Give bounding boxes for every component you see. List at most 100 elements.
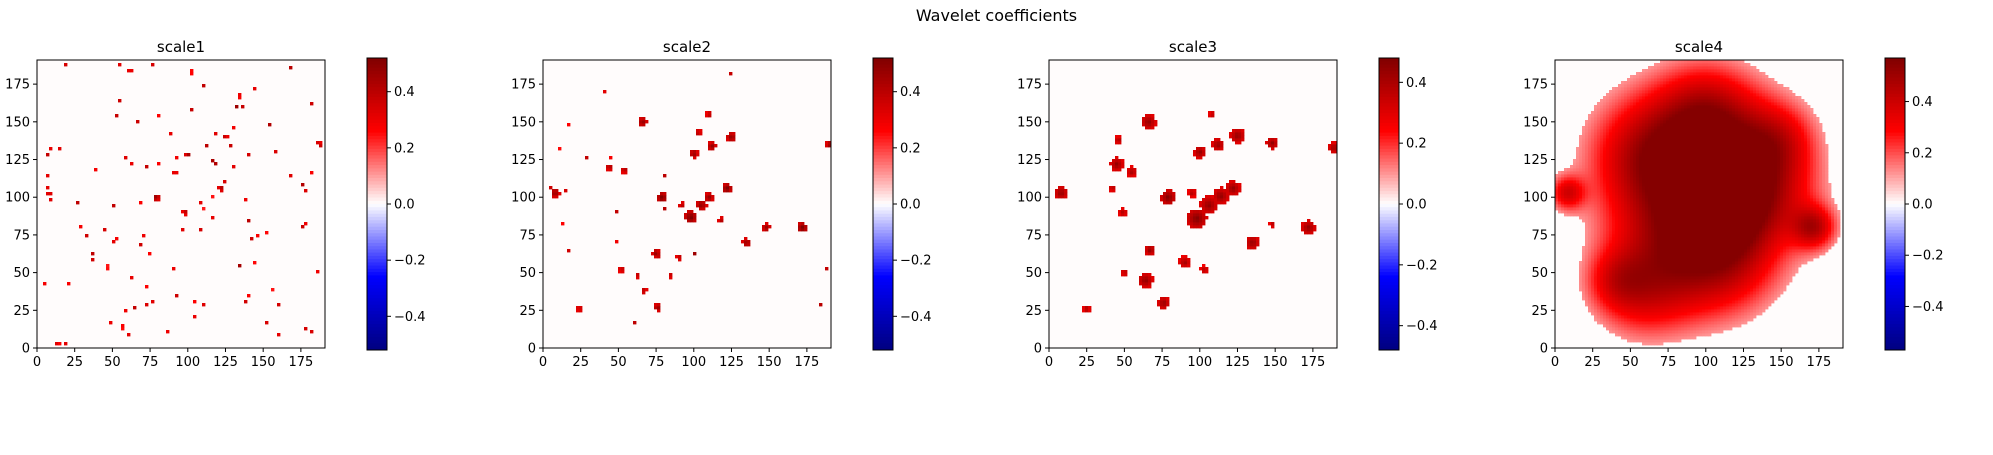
heatmap-cell (1630, 327, 1634, 331)
heatmap-cell (1798, 252, 1802, 256)
heatmap-cell (1693, 219, 1697, 223)
heatmap-cell (1717, 300, 1721, 304)
heatmap-cell (1666, 201, 1670, 205)
heatmap-cell (1705, 261, 1709, 265)
heatmap-cell (1783, 213, 1787, 217)
heatmap-cell (654, 255, 658, 259)
heatmap-cell (1606, 252, 1610, 256)
heatmap-cell (1591, 228, 1595, 232)
heatmap-cell (1732, 213, 1736, 217)
heatmap-cell (1166, 195, 1170, 199)
heatmap-cell (1714, 216, 1718, 220)
heatmap-cell (1208, 207, 1212, 211)
heatmap-cell (1753, 183, 1757, 187)
heatmap-cell (1657, 315, 1661, 319)
colorbar-segment (873, 194, 893, 199)
heatmap-cell (1558, 195, 1562, 199)
heatmap-cell (1714, 306, 1718, 310)
heatmap-cell (696, 129, 700, 133)
heatmap-cell (1816, 189, 1820, 193)
heatmap-cell (1609, 204, 1613, 208)
heatmap-cell (1774, 243, 1778, 247)
heatmap-cell (1738, 270, 1742, 274)
heatmap-cell (1630, 306, 1634, 310)
heatmap-cell (1648, 324, 1652, 328)
heatmap-cell (1639, 180, 1643, 184)
heatmap-cell (1768, 288, 1772, 292)
heatmap-cell (1705, 309, 1709, 313)
heatmap-cell (1756, 279, 1760, 283)
heatmap-cell (1693, 207, 1697, 211)
heatmap-cell (1735, 189, 1739, 193)
heatmap-cell (1753, 246, 1757, 250)
heatmap-cell (1768, 282, 1772, 286)
heatmap-cell (1657, 237, 1661, 241)
x-tick-label: 25 (572, 355, 589, 370)
heatmap-cell (1819, 213, 1823, 217)
heatmap-cell (1774, 285, 1778, 289)
heatmap-cell (1717, 309, 1721, 313)
colorbar-segment (1379, 346, 1399, 351)
colorbar-segment (1379, 216, 1399, 221)
heatmap-cell (1615, 183, 1619, 187)
heatmap-cell (1196, 147, 1200, 151)
heatmap-cell (1555, 189, 1559, 193)
colorbar-segment (367, 255, 387, 260)
heatmap-cell (1561, 204, 1565, 208)
heatmap-cell (1603, 276, 1607, 280)
heatmap-cell (1621, 198, 1625, 202)
heatmap-cell (1642, 312, 1646, 316)
heatmap-cell (1807, 189, 1811, 193)
colorbar-segment (1379, 210, 1399, 215)
heatmap-cell (1723, 309, 1727, 313)
heatmap-cell (1726, 252, 1730, 256)
heatmap-cell (1645, 201, 1649, 205)
heatmap-cell (1723, 240, 1727, 244)
heatmap-cell (1738, 315, 1742, 319)
heatmap-cell (1768, 207, 1772, 211)
heatmap-cell (1618, 210, 1622, 214)
heatmap-cell (1738, 294, 1742, 298)
heatmap-cell (1624, 222, 1628, 226)
heatmap-cell (1142, 273, 1146, 277)
heatmap-cell (1606, 294, 1610, 298)
heatmap-cell (1789, 279, 1793, 283)
heatmap-cell (1687, 183, 1691, 187)
heatmap-cell (1663, 186, 1667, 190)
colorbar-segment (1379, 320, 1399, 325)
heatmap-cell (1214, 138, 1218, 142)
heatmap-cell (657, 255, 661, 259)
heatmap-cell (1654, 192, 1658, 196)
heatmap-cell (1618, 306, 1622, 310)
heatmap-cell (1118, 141, 1122, 145)
heatmap-cell (1199, 156, 1203, 160)
heatmap-cell (67, 282, 71, 286)
heatmap-cell (1651, 339, 1655, 343)
heatmap-cell (1301, 225, 1305, 229)
heatmap-cell (1798, 225, 1802, 229)
heatmap-cell (1202, 201, 1206, 205)
heatmap-cell (558, 192, 562, 196)
heatmap-cell (669, 276, 673, 280)
heatmap-cell (1783, 264, 1787, 268)
heatmap-cell (1678, 231, 1682, 235)
heatmap-cell (1741, 267, 1745, 271)
heatmap-cell (1651, 189, 1655, 193)
heatmap-cell (1717, 228, 1721, 232)
colorbar-tick-label: 0.2 (394, 141, 415, 156)
heatmap-cell (1666, 327, 1670, 331)
heatmap-cell (46, 186, 50, 190)
heatmap-cell (1606, 213, 1610, 217)
heatmap-cell (1582, 264, 1586, 268)
heatmap-cell (175, 171, 179, 175)
heatmap-cell (1684, 246, 1688, 250)
heatmap-cell (1654, 252, 1658, 256)
heatmap-cell (1759, 237, 1763, 241)
heatmap-cell (1597, 195, 1601, 199)
heatmap-cell (1651, 192, 1655, 196)
heatmap-cell (1669, 288, 1673, 292)
heatmap-cell (1738, 225, 1742, 229)
heatmap-cell (1702, 285, 1706, 289)
heatmap-cell (1585, 243, 1589, 247)
heatmap-cell (1202, 270, 1206, 274)
